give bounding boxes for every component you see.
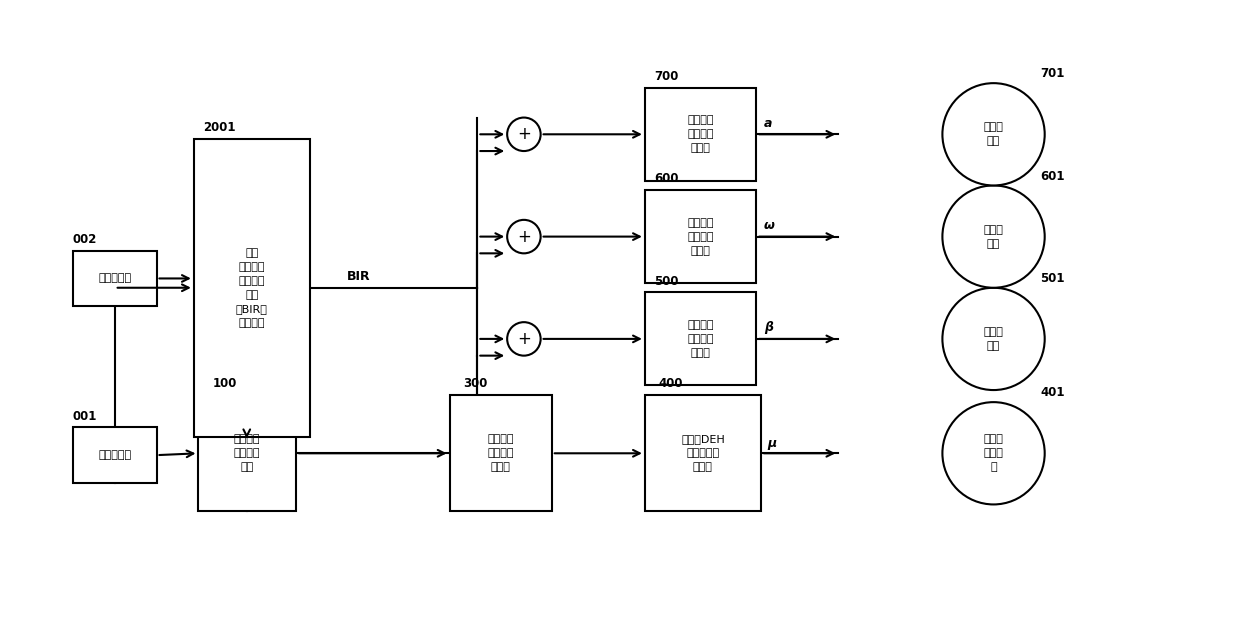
Text: +: + — [517, 330, 531, 348]
Text: 400: 400 — [658, 377, 683, 390]
Text: 501: 501 — [1040, 272, 1065, 285]
Text: 负荷设定值: 负荷设定值 — [98, 274, 131, 284]
Text: 送风机
电机: 送风机 电机 — [983, 123, 1003, 146]
Text: 002: 002 — [73, 233, 97, 246]
Bar — [73, 251, 156, 307]
Text: 300: 300 — [464, 377, 487, 390]
Text: μ: μ — [768, 437, 776, 450]
Text: 701: 701 — [1040, 67, 1064, 80]
Circle shape — [507, 322, 541, 356]
Bar — [73, 427, 156, 483]
Text: 负荷目标值: 负荷目标值 — [98, 450, 131, 460]
Bar — [450, 395, 552, 511]
Circle shape — [942, 185, 1044, 288]
Bar — [645, 190, 756, 283]
Text: 汽轮机DEH
电液调节计
算单元: 汽轮机DEH 电液调节计 算单元 — [681, 434, 725, 472]
Circle shape — [942, 288, 1044, 390]
Text: 601: 601 — [1040, 170, 1065, 183]
Text: BIR: BIR — [347, 270, 371, 283]
Circle shape — [942, 402, 1044, 504]
Circle shape — [507, 220, 541, 253]
Text: 001: 001 — [73, 410, 97, 422]
Text: +: + — [517, 125, 531, 143]
Bar — [193, 139, 310, 437]
Text: 锅炉给煤
敏指令计
算单元: 锅炉给煤 敏指令计 算单元 — [687, 320, 714, 358]
Text: 汽轮机
调节阀
组: 汽轮机 调节阀 组 — [983, 434, 1003, 472]
Bar — [645, 395, 761, 511]
Text: 给煤机
电机: 给煤机 电机 — [983, 327, 1003, 351]
Text: 机组负荷
指令计算
单元: 机组负荷 指令计算 单元 — [234, 434, 260, 472]
Text: 600: 600 — [655, 172, 678, 185]
Text: 典型
锅炉动态
前馈微分
指令
（BIR）
计算单元: 典型 锅炉动态 前馈微分 指令 （BIR） 计算单元 — [236, 248, 268, 328]
Text: 锅炉送风
敏指令计
算单元: 锅炉送风 敏指令计 算单元 — [687, 115, 714, 153]
Text: 锅炉给水
泵指令计
算单元: 锅炉给水 泵指令计 算单元 — [687, 218, 714, 256]
Bar — [198, 395, 296, 511]
Text: 锅炉给
水泵: 锅炉给 水泵 — [983, 225, 1003, 249]
Bar — [645, 88, 756, 181]
Text: +: + — [517, 228, 531, 246]
Circle shape — [507, 118, 541, 151]
Text: a: a — [764, 117, 773, 129]
Text: ω: ω — [764, 219, 775, 232]
Text: 700: 700 — [655, 70, 678, 83]
Text: 汽轮机调
能开度计
算单元: 汽轮机调 能开度计 算单元 — [487, 434, 513, 472]
Circle shape — [942, 83, 1044, 185]
Text: β: β — [764, 321, 773, 334]
Text: 500: 500 — [655, 275, 678, 288]
Text: 401: 401 — [1040, 386, 1065, 399]
Bar — [645, 292, 756, 386]
Text: 2001: 2001 — [203, 121, 236, 134]
Text: 100: 100 — [212, 377, 237, 390]
